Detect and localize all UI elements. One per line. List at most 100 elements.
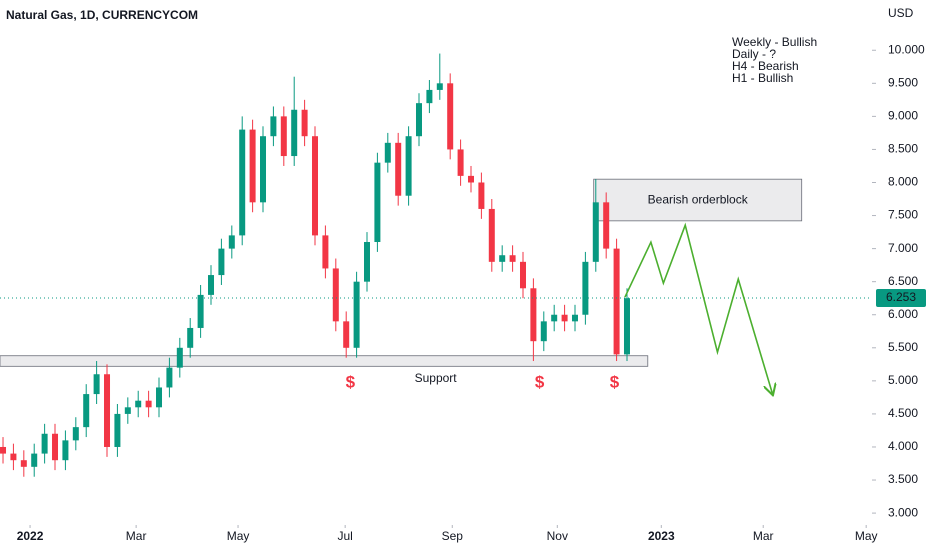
candle-body bbox=[332, 268, 339, 322]
candle-body bbox=[124, 407, 131, 414]
candle-body bbox=[322, 235, 329, 269]
dollar-marker: $ bbox=[346, 372, 356, 391]
y-tick-label: 3.500 bbox=[888, 472, 918, 486]
candle-body bbox=[374, 162, 381, 243]
candle-body bbox=[405, 136, 412, 196]
note: H1 - Bullish bbox=[732, 71, 793, 85]
y-tick-label: 8.000 bbox=[888, 175, 918, 189]
x-tick-label: Mar bbox=[753, 529, 774, 543]
candle-body bbox=[10, 453, 17, 461]
candle-body bbox=[395, 142, 402, 196]
candle-body bbox=[363, 242, 370, 282]
chart-title: Natural Gas, 1D, CURRENCYCOM bbox=[6, 8, 198, 22]
candle-body bbox=[208, 275, 215, 295]
x-tick-label: 2023 bbox=[648, 529, 675, 543]
candle-body bbox=[447, 83, 454, 150]
dollar-marker: $ bbox=[535, 372, 545, 391]
y-tick-label: 6.000 bbox=[888, 307, 918, 321]
candle-body bbox=[114, 413, 121, 447]
candle-body bbox=[561, 314, 568, 322]
candle-body bbox=[343, 321, 350, 348]
candle-body bbox=[384, 142, 391, 163]
x-tick-label: May bbox=[227, 529, 250, 543]
candle-body bbox=[499, 255, 506, 262]
candle-body bbox=[20, 460, 27, 467]
candle-body bbox=[519, 261, 526, 289]
candle-body bbox=[623, 298, 630, 355]
projection-path bbox=[624, 222, 773, 394]
candle-body bbox=[603, 202, 610, 249]
candle-body bbox=[156, 387, 163, 408]
dollar-marker: $ bbox=[610, 372, 620, 391]
x-tick-label: Jul bbox=[337, 529, 352, 543]
candle-body bbox=[551, 314, 558, 322]
y-tick-label: 7.500 bbox=[888, 208, 918, 222]
y-tick-label: 4.500 bbox=[888, 406, 918, 420]
y-tick-label: 4.000 bbox=[888, 439, 918, 453]
x-tick-label: May bbox=[855, 529, 878, 543]
candle-body bbox=[571, 314, 578, 322]
y-tick-label: 8.500 bbox=[888, 142, 918, 156]
candle-body bbox=[312, 136, 319, 236]
candle-body bbox=[41, 433, 48, 454]
x-tick-label: Mar bbox=[126, 529, 147, 543]
x-tick-label: 2022 bbox=[17, 529, 44, 543]
candle-body bbox=[31, 453, 38, 467]
candle-body bbox=[280, 116, 287, 157]
candle-body bbox=[52, 433, 59, 461]
last-price-label: 6.253 bbox=[886, 290, 916, 304]
y-axis-label: USD bbox=[888, 6, 914, 20]
y-tick-label: 9.000 bbox=[888, 109, 918, 123]
candle-body bbox=[62, 440, 69, 461]
x-tick-label: Nov bbox=[547, 529, 568, 543]
candle-body bbox=[426, 89, 433, 104]
note: Weekly - Bullish bbox=[732, 35, 817, 49]
candle-body bbox=[93, 374, 100, 395]
note: Daily - ? bbox=[732, 47, 776, 61]
candle-body bbox=[104, 374, 111, 447]
candle-body bbox=[478, 182, 485, 209]
candle-body bbox=[540, 321, 547, 342]
candle-body bbox=[145, 400, 152, 408]
candle-body bbox=[291, 109, 298, 157]
candle-body bbox=[239, 129, 246, 236]
candle-body bbox=[467, 175, 474, 183]
candle-body bbox=[270, 116, 277, 137]
candle-body bbox=[509, 255, 516, 262]
zone-label: Support bbox=[415, 371, 458, 385]
zone-box bbox=[593, 178, 803, 222]
candle-body bbox=[135, 400, 142, 408]
y-tick-label: 9.500 bbox=[888, 75, 918, 89]
candle-body bbox=[0, 446, 7, 454]
candle-body bbox=[197, 294, 204, 328]
candle-body bbox=[72, 427, 79, 441]
candle-body bbox=[415, 103, 422, 137]
candle-body bbox=[176, 347, 183, 368]
candle-body bbox=[488, 208, 495, 262]
candle-body bbox=[166, 367, 173, 388]
candle-body bbox=[260, 136, 267, 203]
zone-box bbox=[0, 355, 649, 367]
y-tick-label: 7.000 bbox=[888, 241, 918, 255]
candle-body bbox=[228, 235, 235, 249]
zone-label: Bearish orderblock bbox=[648, 193, 749, 207]
note: H4 - Bearish bbox=[732, 59, 799, 73]
candle-body bbox=[613, 248, 620, 355]
last-price-box bbox=[876, 289, 926, 308]
candle-body bbox=[582, 261, 589, 315]
y-tick-label: 10.000 bbox=[888, 42, 925, 56]
candle-body bbox=[83, 394, 90, 428]
candle-body bbox=[530, 288, 537, 342]
candle-body bbox=[592, 202, 599, 262]
candle-body bbox=[249, 129, 256, 203]
y-tick-label: 3.000 bbox=[888, 505, 918, 519]
candle-body bbox=[187, 327, 194, 348]
candle-body bbox=[301, 109, 308, 137]
y-tick-label: 5.500 bbox=[888, 340, 918, 354]
y-tick-label: 6.500 bbox=[888, 274, 918, 288]
x-tick-label: Sep bbox=[442, 529, 464, 543]
candle-body bbox=[436, 83, 443, 90]
candle-body bbox=[457, 149, 464, 176]
y-tick-label: 5.000 bbox=[888, 373, 918, 387]
